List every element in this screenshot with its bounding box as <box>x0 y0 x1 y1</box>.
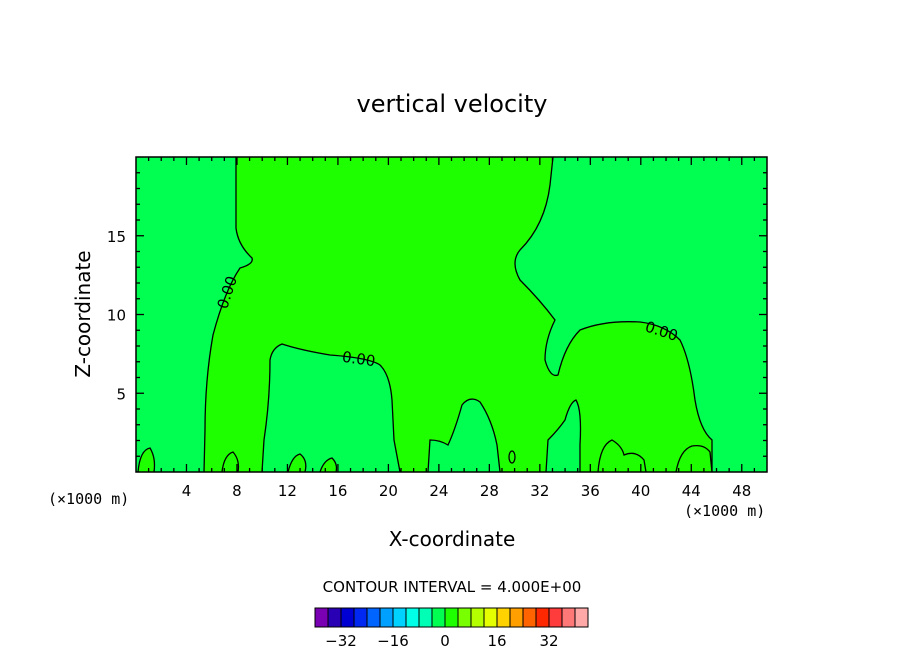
colorbar-swatch <box>353 607 368 628</box>
colorbar-swatch <box>405 607 420 628</box>
colorbar-swatch <box>457 607 472 628</box>
x-tick-label: 40 <box>631 482 650 500</box>
colorbar-tick-labels: −32 −16 0 16 32 <box>325 632 558 650</box>
contour-patch-left-1 <box>137 447 156 473</box>
x-tick-label: 4 <box>182 482 192 500</box>
colorbar-swatch <box>431 607 446 628</box>
colorbar-tick-label: 32 <box>539 632 558 650</box>
colorbar-swatch <box>327 607 342 628</box>
colorbar-tick-label: −16 <box>377 632 409 650</box>
x-tick-label: 44 <box>682 482 701 500</box>
x-unit-left: (×1000 m) <box>48 490 129 508</box>
colorbar-swatch <box>418 607 433 628</box>
colorbar-swatch <box>314 607 329 628</box>
colorbar-tick-label: 16 <box>487 632 506 650</box>
colorbar-swatch <box>470 607 485 628</box>
contour-patch-right-2 <box>675 444 713 473</box>
colorbar-swatch <box>574 607 589 628</box>
colorbar-swatch <box>561 607 576 628</box>
contour-small-right <box>545 399 582 473</box>
colorbar-swatch <box>392 607 407 628</box>
contour-right <box>514 156 713 472</box>
contour-patch-right-1 <box>597 439 647 473</box>
contour-middle-bump <box>261 343 401 473</box>
x-tick-label: 32 <box>530 482 549 500</box>
contour-small-oval <box>508 450 516 464</box>
patch-left-3 <box>288 454 306 472</box>
x-tick-label: 16 <box>328 482 347 500</box>
x-tick-label: 48 <box>732 482 751 500</box>
x-tick-label: 36 <box>581 482 600 500</box>
plot-area: 0.00 0.00 0.00 4 8 12 16 20 24 28 32 36 40 44 48 51… <box>107 156 768 500</box>
x-tick-label: 8 <box>232 482 242 500</box>
colorbar-swatch <box>509 607 524 628</box>
contour-patch-left-4 <box>319 457 338 473</box>
x-tick-label: 24 <box>429 482 448 500</box>
positive-velocity-region <box>204 157 712 472</box>
contour-interval-text: CONTOUR INTERVAL = 4.000E+00 <box>323 578 582 596</box>
colorbar-swatch <box>548 607 563 628</box>
x-tick-label: 28 <box>480 482 499 500</box>
colorbar-tick-label: 0 <box>440 632 450 650</box>
colorbar-swatch <box>535 607 550 628</box>
x-tick-labels: 4 8 12 16 20 24 28 32 36 40 44 48 <box>182 482 752 500</box>
contour-patch-left-2 <box>221 451 240 473</box>
colorbar-swatch <box>522 607 537 628</box>
contour-patch-left-3 <box>287 453 307 473</box>
y-tick-labels: 5 10 15 <box>107 228 126 404</box>
colorbar-swatch <box>340 607 355 628</box>
patch-left-4 <box>320 458 337 472</box>
colorbar <box>314 607 589 628</box>
zero-contours <box>137 156 713 473</box>
x-tick-label: 20 <box>379 482 398 500</box>
patch-left-2 <box>222 452 239 472</box>
x-tick-label: 12 <box>278 482 297 500</box>
chart-title: vertical velocity <box>357 90 548 118</box>
colorbar-swatch <box>483 607 498 628</box>
y-tick-label: 5 <box>116 385 126 403</box>
patch-left-1 <box>138 448 155 472</box>
x-axis-label: X-coordinate <box>389 527 516 551</box>
x-unit-right: (×1000 m) <box>684 502 765 520</box>
small-positive-patches <box>138 440 712 472</box>
colorbar-swatch <box>496 607 511 628</box>
patch-right-2 <box>676 445 712 472</box>
y-tick-label: 15 <box>107 228 126 246</box>
contour-left <box>203 157 253 473</box>
y-axis-label: Z-coordinate <box>71 250 95 377</box>
contour-label-middle: 0.00 <box>341 348 377 370</box>
y-tick-label: 10 <box>107 307 126 325</box>
contour-center-hill <box>427 398 501 473</box>
patch-right-1 <box>598 440 646 472</box>
axis-ticks <box>136 157 767 472</box>
colorbar-swatch <box>379 607 394 628</box>
colorbar-swatch <box>366 607 381 628</box>
colorbar-tick-label: −32 <box>325 632 357 650</box>
colorbar-swatch <box>444 607 459 628</box>
